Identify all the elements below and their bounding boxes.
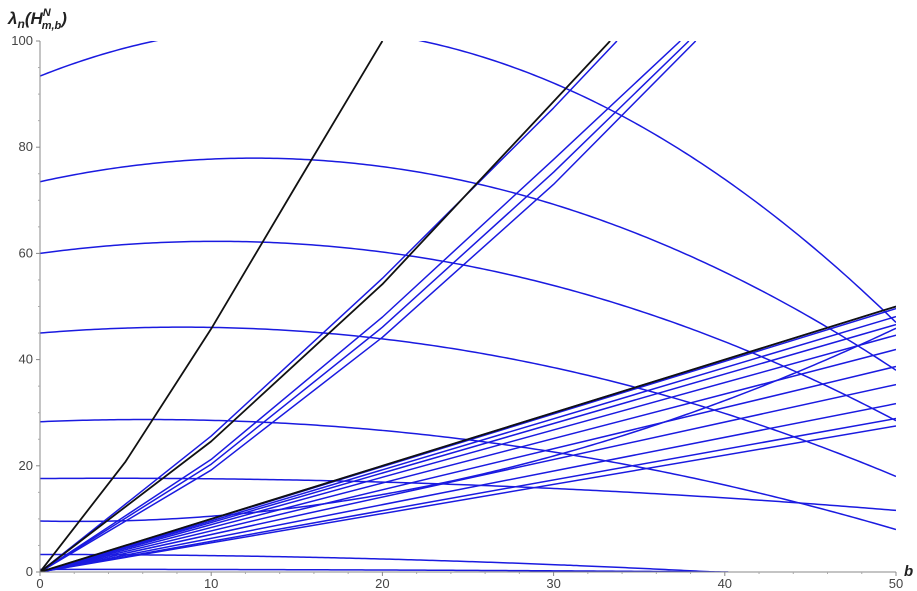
blue-lines-series-3	[40, 383, 896, 572]
blue-parabolas-series-2	[40, 327, 896, 523]
x-tick-label: 10	[204, 576, 218, 591]
y-axis-title-sup: N	[43, 7, 52, 19]
y-axis-title-sub: m,b	[42, 20, 62, 32]
blue-lines-series-5	[40, 348, 896, 572]
y-tick-label: 100	[11, 33, 33, 48]
blue-parabolas-series-0	[40, 568, 729, 572]
black-curves-series-2	[40, 41, 384, 572]
y-tick-label: 80	[19, 139, 33, 154]
blue-upper-envelope-series-1	[40, 41, 690, 572]
y-axis-title-open: (	[25, 9, 33, 28]
blue-parabolas-series-7	[40, 157, 896, 371]
y-axis-title-base: λ	[7, 9, 17, 28]
x-axis-title: b	[904, 563, 913, 580]
y-tick-label: 40	[19, 352, 33, 367]
blue-lines-series-7	[40, 323, 896, 572]
x-tick-label: 40	[718, 576, 732, 591]
x-tick-label: 0	[36, 576, 43, 591]
blue-upper-envelope-series-0	[40, 41, 697, 572]
x-tick-label: 30	[546, 576, 560, 591]
axes-layer	[39, 41, 896, 573]
ticks-layer: 0 10 20 30 40 50 0 20 40 60 80 100	[11, 33, 903, 591]
y-tick-label: 20	[19, 458, 33, 473]
y-axis-title: λn(HN m,b)	[7, 7, 67, 32]
blue-lines-series-1	[40, 417, 896, 572]
curves-layer	[40, 41, 896, 572]
blue-parabolas-series-1	[40, 553, 715, 572]
black-curves-series-0	[40, 305, 896, 572]
y-axis-title-close: )	[59, 9, 67, 28]
blue-parabolas-series-8	[40, 41, 896, 323]
blue-lines-series-8	[40, 315, 896, 572]
y-axis-title-sub-n: n	[17, 17, 24, 31]
y-axis-title-op: H	[30, 9, 43, 28]
blue-upper-envelope-series-2	[40, 41, 681, 572]
blue-parabolas-series-6	[40, 240, 896, 422]
x-tick-label: 50	[889, 576, 903, 591]
blue-lines-series-0	[40, 425, 896, 572]
x-tick-label: 20	[375, 576, 389, 591]
blue-lines-series-2	[40, 402, 896, 572]
y-tick-label: 0	[26, 564, 33, 579]
black-curves-series-1	[40, 41, 611, 572]
blue-lines-series-6	[40, 334, 896, 572]
blue-upper-envelope-series-3	[40, 41, 618, 572]
blue-parabolas-series-5	[40, 326, 896, 478]
blue-lines-series-4	[40, 365, 896, 572]
y-tick-label: 60	[19, 245, 33, 260]
